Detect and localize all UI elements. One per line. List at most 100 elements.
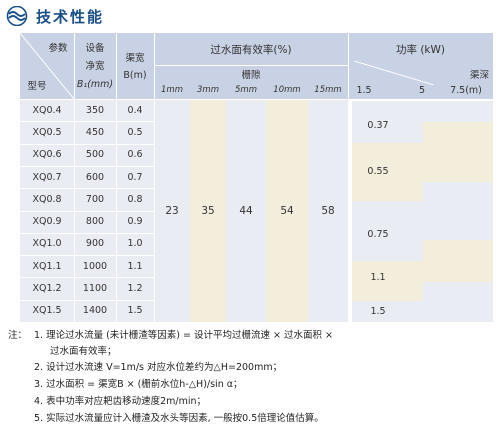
eff-col-1-bg [154,99,190,322]
cell-model: XQ0.5 [32,126,62,138]
header-width-l3: B₁(mm) [76,78,114,90]
depth-2: 5 [418,84,426,96]
cell-model: XQ1.1 [32,260,62,272]
note-4: 4. 表中功率对应耙齿移动速度2m/min； [34,396,206,407]
efficiency-value-3: 44 [239,204,253,217]
cell-channel: 0.4 [127,104,143,116]
power-value-5: 1.5 [370,305,386,317]
header-gap: 栅隙 [241,70,261,81]
header-efficiency: 过水面有效率(%) [210,43,292,56]
grid-line [348,33,349,322]
row-divider [20,232,154,234]
cell-width: 350 [85,104,105,116]
header-diagonal [20,33,74,99]
cell-model: XQ1.0 [32,238,62,250]
power-block-2a [352,143,423,161]
cell-channel: 0.7 [127,171,143,183]
note-3: 3. 过水面积 = 渠宽B × (栅前水位h-△H)/sin α； [34,379,243,390]
efficiency-value-5: 58 [321,204,335,217]
cell-channel: 0.6 [127,149,143,161]
note-1a: 1. 理论过水流量 (未计栅渣等因素) = 设计平均过栅流速 × 过水面积 × [34,330,333,341]
header-bg [20,33,493,99]
header-power: 功率 (kW) [396,43,445,56]
power-value-3: 0.75 [367,228,389,240]
power-block-5b [423,282,493,322]
power-block-4a [352,261,423,301]
eff-col-2-bg [190,99,226,322]
cell-channel: 0.8 [127,193,143,205]
cell-channel: 0.5 [127,126,143,138]
cell-width: 700 [85,193,105,205]
row-divider [20,210,154,212]
gap-1: 1mm [161,85,183,95]
cell-channel: 1.1 [127,260,143,272]
company-logo-icon [6,6,28,26]
cell-model: XQ0.8 [32,193,62,205]
efficiency-value-2: 35 [201,204,215,217]
row-divider [20,255,154,257]
power-block-4b [423,240,493,282]
cell-channel: 1.2 [127,283,143,295]
row-divider [20,121,154,123]
cell-width: 1400 [82,305,108,317]
note-2: 2. 设计过水流速 V=1m/s 对应水位差约为△H=200mm； [34,362,283,373]
cell-width: 800 [85,216,105,228]
power-block-2c [352,161,423,201]
cell-width: 1000 [82,260,108,272]
cell-channel: 0.9 [127,216,143,228]
section-title: 技术性能 [6,3,104,29]
note-1b: 过水面有效率； [50,346,117,357]
cell-model: XQ1.5 [32,305,62,317]
row-divider [20,188,154,190]
efficiency-value-4: 54 [280,204,294,217]
row-divider [20,299,154,301]
cell-channel: 1.5 [127,305,143,317]
efficiency-value-1: 23 [165,204,179,217]
gap-2: 3mm [197,85,219,95]
eff-col-3-bg [226,99,266,322]
depth-1: 1.5 [356,84,372,96]
row-divider [20,277,154,279]
power-value-4: 1.1 [370,271,386,283]
cell-width: 450 [85,126,105,138]
eff-col-5-bg [308,99,348,322]
header-depth: 渠深 [469,70,489,81]
note-5: 5. 实际过水流量应计入栅渣及水头等因素, 一般按0.5倍理论值估算。 [34,413,324,424]
depth-diagonal [354,61,434,85]
eff-col-4-bg [266,99,308,322]
cell-width: 600 [85,171,105,183]
header-width-l2: 净宽 [85,61,105,72]
header-channel-l2: B(m) [123,69,147,81]
notes-prefix: 注： [8,330,28,341]
grid-line [116,33,117,322]
gap-5: 15mm [314,85,342,95]
power-block-3b [423,182,493,240]
gap-4: 10mm [273,85,301,95]
cell-width: 900 [85,238,105,250]
depth-3: 7.5(m) [450,84,482,96]
cell-model: XQ1.2 [32,283,62,295]
row-divider [20,143,154,145]
power-block-5a [352,301,423,322]
cell-model: XQ0.7 [32,171,62,183]
header-param: 参数 [48,43,68,54]
grid-line [154,33,155,322]
power-block-2b [423,122,493,182]
cell-width: 1100 [82,283,108,295]
header-width-l1: 设备 [85,43,105,54]
grid-line [20,99,493,100]
grid-line [154,65,348,66]
power-value-2: 0.55 [367,165,389,177]
cell-model: XQ0.6 [32,149,62,161]
row-divider [20,165,154,167]
header-channel-l1: 渠宽 [125,53,145,64]
cell-width: 500 [85,149,105,161]
gap-3: 5mm [235,85,257,95]
power-value-1: 0.37 [367,119,389,131]
cell-model: XQ0.9 [32,216,62,228]
header-model: 型号 [27,81,47,92]
cell-model: XQ0.4 [32,104,62,116]
grid-line [74,33,75,322]
cell-channel: 1.0 [127,238,143,250]
spec-table: 参数 型号 设备 净宽 B₁(mm) 渠宽 B(m) 过水面有效率(%) 栅隙 … [20,33,493,322]
